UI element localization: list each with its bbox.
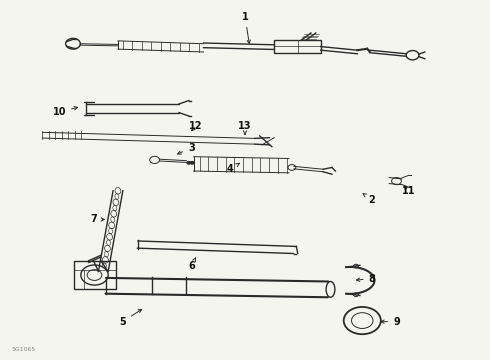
Text: 3: 3 <box>178 143 195 154</box>
Circle shape <box>187 161 191 164</box>
Text: 2: 2 <box>363 194 375 205</box>
Text: 1: 1 <box>242 12 250 44</box>
Text: 4: 4 <box>227 163 239 174</box>
Text: 6: 6 <box>188 258 196 271</box>
Text: 5G1065: 5G1065 <box>11 347 36 352</box>
Text: 7: 7 <box>90 215 104 224</box>
Text: 5: 5 <box>120 309 142 327</box>
Text: 10: 10 <box>52 107 77 117</box>
Text: 12: 12 <box>190 121 203 131</box>
Text: 13: 13 <box>238 121 252 134</box>
Text: 9: 9 <box>381 317 400 327</box>
Circle shape <box>190 161 194 164</box>
Text: 8: 8 <box>356 274 375 284</box>
Bar <box>74 261 116 289</box>
Bar <box>274 40 321 53</box>
Text: 11: 11 <box>402 186 416 196</box>
